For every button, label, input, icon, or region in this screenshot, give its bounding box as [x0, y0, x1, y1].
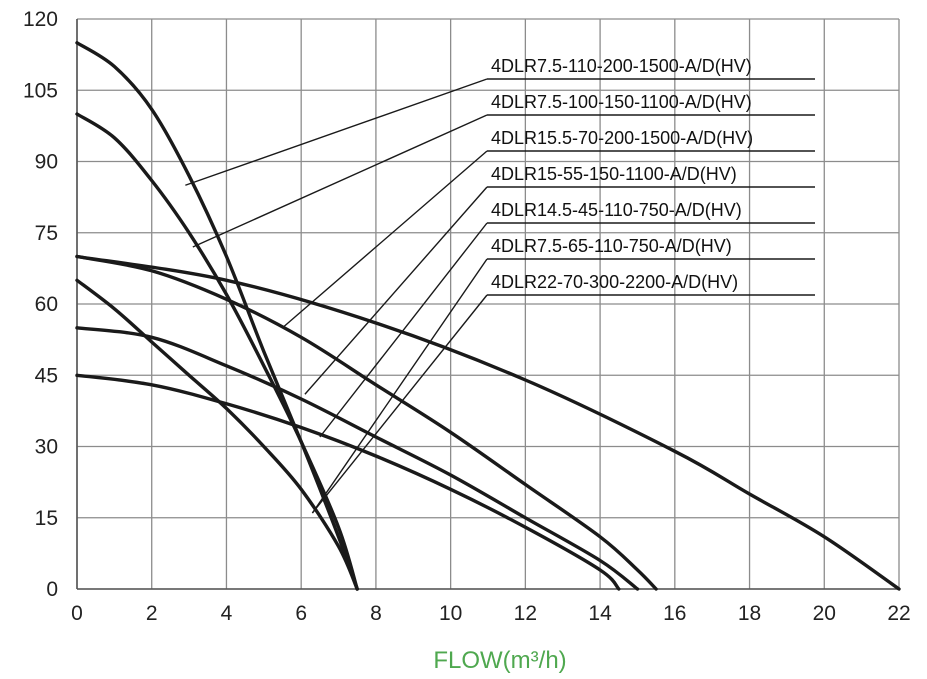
- leader-line-1: [185, 78, 488, 186]
- x-tick-label: 14: [588, 602, 612, 625]
- legend-entry-4: 4DLR15-55-150-1100-A/D(HV): [491, 164, 737, 184]
- axes: 0 2 4 6 8 10 12 14 16 18 20 22 0 15 30 45 60 75 90 105 120: [23, 8, 911, 625]
- y-tick-label: 120: [23, 8, 58, 31]
- legend-entry-7: 4DLR22-70-300-2200-A/D(HV): [491, 272, 738, 292]
- legend-entry-6: 4DLR7.5-65-110-750-A/D(HV): [491, 236, 732, 256]
- leader-line-3: [282, 150, 488, 329]
- y-tick-label: 0: [46, 578, 58, 601]
- curves: [75, 41, 901, 591]
- legend-entry-2: 4DLR7.5-100-150-1100-A/D(HV): [491, 92, 752, 112]
- leader-line-5: [319, 222, 488, 438]
- y-tick-label: 45: [35, 364, 58, 387]
- x-tick-label: 20: [813, 602, 836, 625]
- legend-entry-3: 4DLR15.5-70-200-1500-A/D(HV): [491, 128, 753, 148]
- y-tick-label: 75: [35, 222, 58, 245]
- legend: 4DLR7.5-110-200-1500-A/D(HV) 4DLR7.5-100-…: [487, 56, 815, 296]
- leader-line-7: [311, 294, 488, 514]
- series-line-4: [75, 326, 640, 591]
- x-tick-label: 2: [146, 602, 158, 625]
- legend-entry-5: 4DLR14.5-45-110-750-A/D(HV): [491, 200, 742, 220]
- legend-leaders: [185, 78, 488, 514]
- series-line-6: [75, 278, 359, 591]
- x-tick-label: 6: [295, 602, 307, 625]
- series-line-3: [75, 254, 658, 591]
- x-tick-label: 16: [663, 602, 686, 625]
- x-tick-label: 0: [71, 602, 83, 625]
- x-tick-label: 18: [738, 602, 761, 625]
- legend-entry-1: 4DLR7.5-110-200-1500-A/D(HV): [491, 56, 752, 76]
- series-line-7: [75, 254, 901, 591]
- leader-line-6: [311, 258, 488, 514]
- x-tick-label: 4: [221, 602, 233, 625]
- x-tick-label: 12: [514, 602, 537, 625]
- x-tick-label: 8: [370, 602, 382, 625]
- leader-line-4: [304, 186, 488, 395]
- x-tick-label: 10: [439, 602, 462, 625]
- y-tick-label: 90: [35, 151, 58, 174]
- y-tick-label: 15: [35, 507, 58, 530]
- y-tick-label: 105: [23, 79, 58, 102]
- series-line-1: [75, 41, 359, 591]
- y-tick-label: 60: [35, 293, 58, 316]
- y-tick-label: 30: [35, 436, 58, 459]
- x-tick-label: 22: [887, 602, 910, 625]
- series-line-5: [75, 373, 621, 591]
- x-axis-label: FLOW(m³/h): [433, 647, 566, 674]
- leader-line-2: [192, 114, 488, 248]
